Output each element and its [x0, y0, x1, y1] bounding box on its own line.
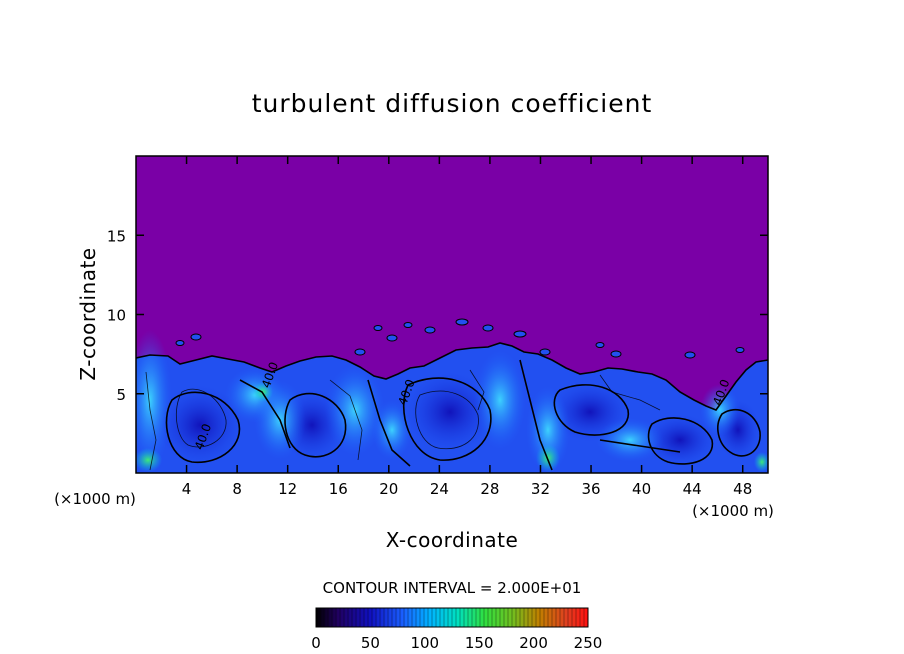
colorbar-tick-label: 250: [574, 634, 603, 652]
x-axis-title: X-coordinate: [386, 528, 519, 552]
plot-area: 40.040.040.0 40.0: [135, 155, 769, 474]
x-unit-right: (×1000 m): [692, 502, 774, 520]
x-tick-label: 24: [430, 480, 449, 498]
y-axis: 5 10 15: [107, 227, 768, 404]
x-tick-label: 12: [278, 480, 297, 498]
y-tick-label: 5: [116, 386, 126, 404]
y-tick-label: 15: [107, 227, 126, 245]
chart-title: turbulent diffusion coefficient: [252, 89, 653, 118]
x-tick-label: 4: [182, 480, 192, 498]
x-tick-label: 48: [733, 480, 752, 498]
colorbar-tick-label: 150: [465, 634, 494, 652]
colorbar-ticks: 0 50 100 150 200 250: [311, 634, 602, 652]
x-tick-label: 16: [329, 480, 348, 498]
x-tick-label: 40: [632, 480, 651, 498]
x-tick-label: 44: [683, 480, 702, 498]
y-tick-label: 10: [107, 307, 126, 325]
contour-interval-label: CONTOUR INTERVAL = 2.000E+01: [323, 579, 582, 597]
x-axis: 4 8 12 16 20 24 28 32 36 40 44 48: [182, 156, 752, 498]
x-unit-left: (×1000 m): [54, 490, 136, 508]
colorbar: 0 50 100 150 200 250: [311, 607, 602, 652]
x-tick-label: 8: [232, 480, 242, 498]
colorbar-tick-label: 100: [410, 634, 439, 652]
colorbar-tick-label: 0: [311, 634, 321, 652]
colorbar-tick-label: 50: [361, 634, 380, 652]
y-axis-title: Z-coordinate: [76, 247, 100, 380]
x-tick-label: 20: [379, 480, 398, 498]
x-tick-label: 28: [480, 480, 499, 498]
x-tick-label: 36: [581, 480, 600, 498]
x-tick-label: 32: [531, 480, 550, 498]
contour-lines: [136, 342, 768, 471]
colorbar-tick-label: 200: [519, 634, 548, 652]
turbulent-layer: [136, 318, 768, 473]
